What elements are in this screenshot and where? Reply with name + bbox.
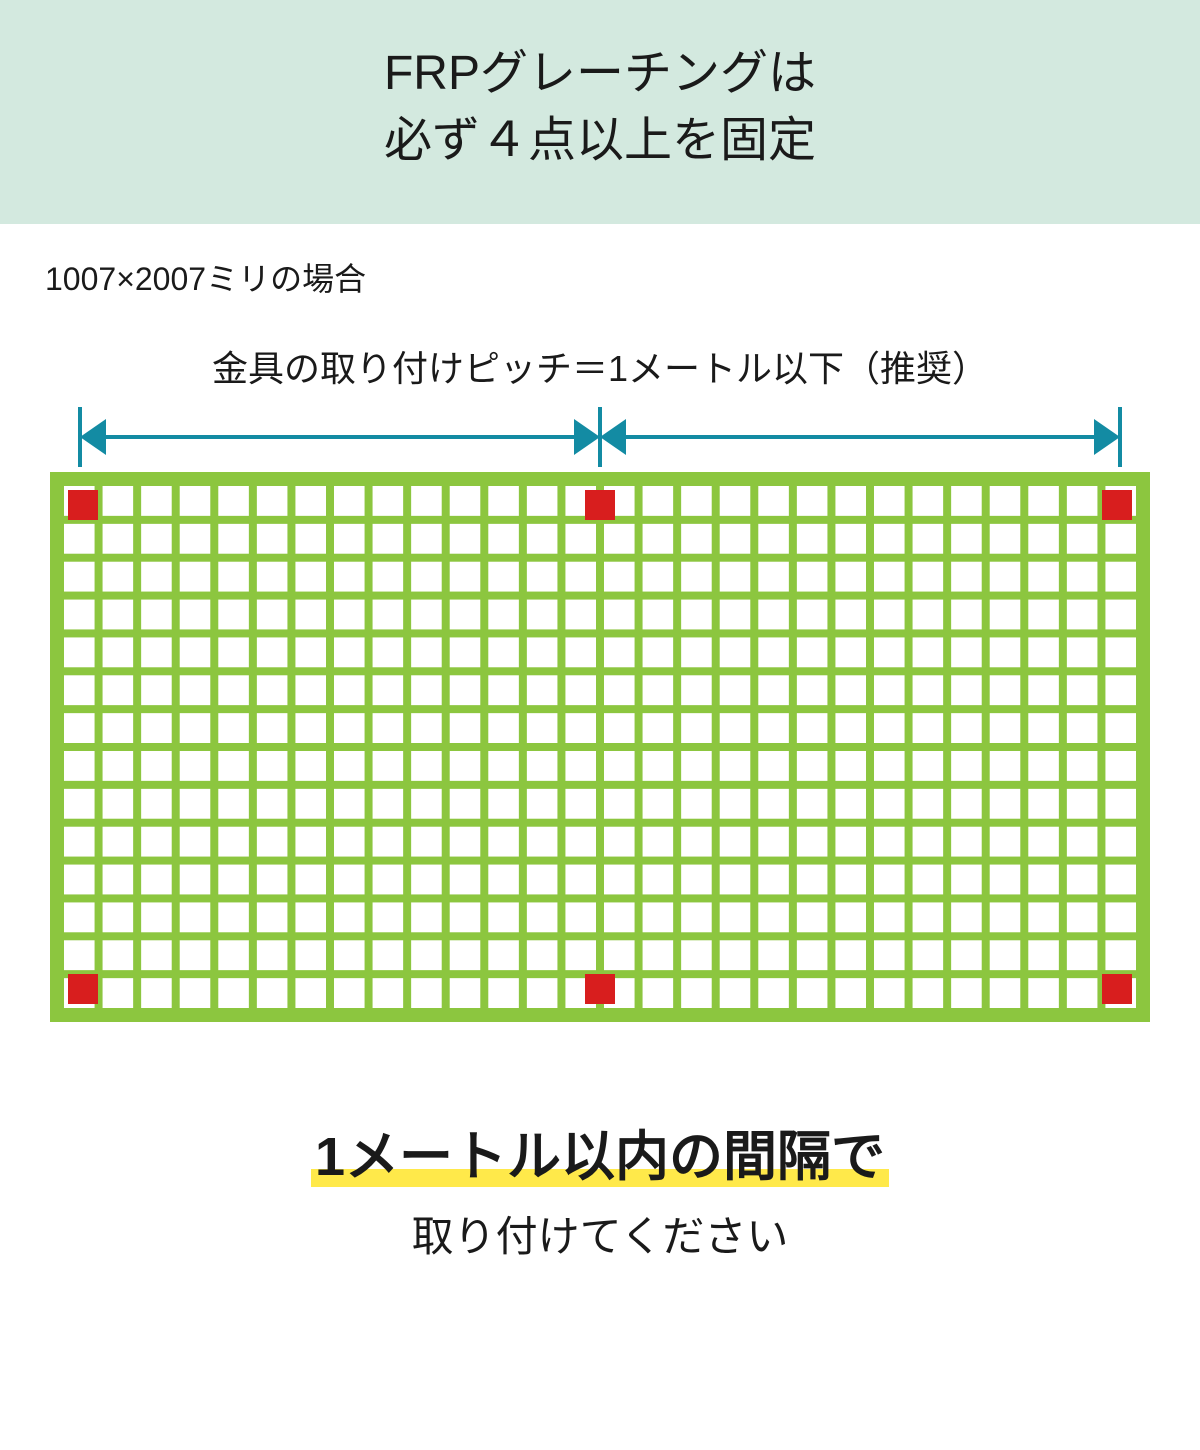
header-line1: FRPグレーチングは bbox=[0, 40, 1200, 107]
fixing-point bbox=[585, 490, 615, 520]
fixing-point bbox=[68, 974, 98, 1004]
dimension-arrows bbox=[50, 402, 1150, 472]
bottom-main-line: 1メートル以内の間隔で bbox=[311, 1112, 889, 1191]
grating-panel bbox=[50, 472, 1150, 1022]
fixing-point bbox=[585, 974, 615, 1004]
bottom-main-text: 1メートル以内の間隔で bbox=[315, 1127, 885, 1187]
fixing-point bbox=[68, 490, 98, 520]
bottom-sub-text: 取り付けてください bbox=[0, 1203, 1200, 1264]
grating-grid bbox=[50, 472, 1150, 1022]
header-line2: 必ず４点以上を固定 bbox=[0, 107, 1200, 174]
pitch-label: 金具の取り付けピッチ＝1メートル以下（推奨） bbox=[0, 340, 1200, 392]
header-banner: FRPグレーチングは 必ず４点以上を固定 bbox=[0, 0, 1200, 224]
fixing-point bbox=[1102, 974, 1132, 1004]
bottom-text: 1メートル以内の間隔で 取り付けてください bbox=[0, 1112, 1200, 1264]
fixing-point bbox=[1102, 490, 1132, 520]
diagram bbox=[50, 402, 1150, 1022]
subtitle-text: 1007×2007ミリの場合 bbox=[0, 224, 1200, 310]
